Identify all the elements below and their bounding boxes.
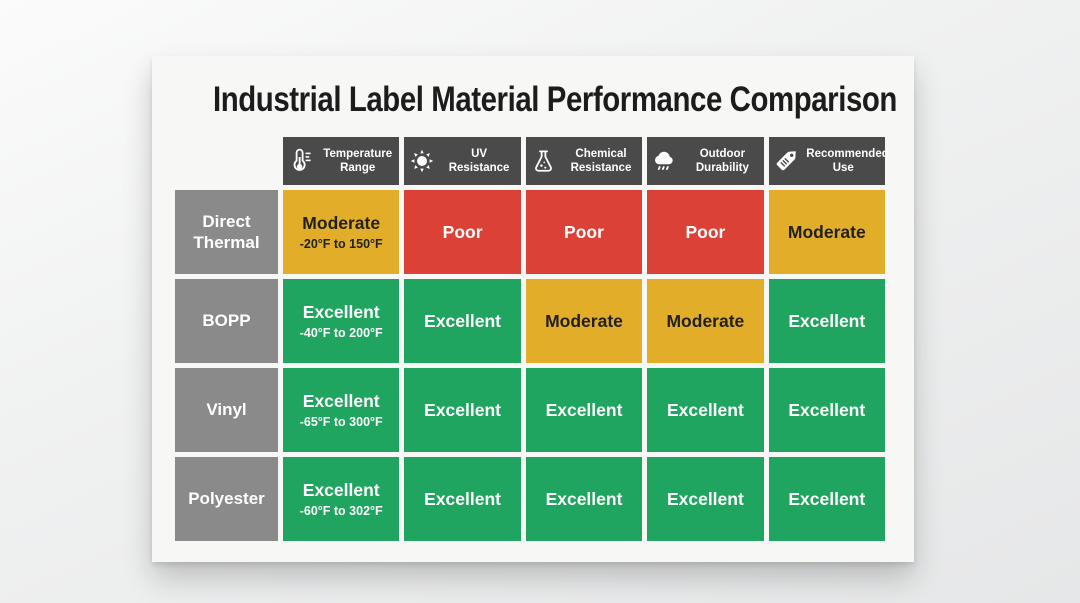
rating-value: Moderate <box>787 221 866 242</box>
thermometer-icon <box>293 148 311 171</box>
column-header-temperature-range: Temperature Range <box>283 137 400 185</box>
rating-value: Excellent <box>788 399 866 420</box>
rating-detail: -40°F to 200°F <box>299 326 383 340</box>
rating-value: Excellent <box>424 488 502 509</box>
column-header-label: Temperature Range <box>323 147 393 174</box>
rating-value: Excellent <box>545 399 623 420</box>
material-label-bopp: BOPP <box>175 279 278 363</box>
rating-value: Moderate <box>666 310 745 331</box>
rating-cell: Moderate <box>647 279 764 363</box>
rating-value: Poor <box>442 221 483 242</box>
flask-icon <box>535 149 552 172</box>
rating-value: Excellent <box>424 310 502 331</box>
rating-cell: Excellent -65°F to 300°F <box>283 368 400 452</box>
rating-cell: Excellent <box>525 457 643 541</box>
rating-value: Excellent <box>666 399 744 420</box>
rating-value: Moderate <box>302 213 381 233</box>
rating-cell: Moderate -20°F to 150°F <box>283 190 400 274</box>
rating-detail: -60°F to 302°F <box>299 504 383 518</box>
rating-value: Poor <box>685 221 726 242</box>
rating-value: Poor <box>564 221 604 242</box>
rating-cell: Excellent <box>768 368 885 452</box>
rating-value: Excellent <box>302 391 380 411</box>
rating-cell: Poor <box>525 190 643 274</box>
sun-icon <box>410 149 434 173</box>
material-label-polyester: Polyester <box>175 457 278 541</box>
rating-detail: -65°F to 300°F <box>299 415 383 429</box>
column-header-label: UV Resistance <box>448 147 510 174</box>
material-label-vinyl: Vinyl <box>175 368 278 452</box>
rating-cell: Excellent -60°F to 302°F <box>283 457 400 541</box>
column-header-outdoor-durability: Outdoor Durability <box>647 137 764 185</box>
rating-cell: Excellent <box>647 368 764 452</box>
rating-value: Excellent <box>424 399 502 420</box>
poster-card: Industrial Label Material Performance Co… <box>152 56 914 562</box>
rain-cloud-icon <box>655 151 674 170</box>
rating-cell: Excellent <box>647 457 764 541</box>
material-label-direct-thermal: Direct Thermal <box>175 190 278 274</box>
rating-cell: Poor <box>647 190 764 274</box>
rating-cell: Excellent <box>768 279 885 363</box>
rating-cell: Excellent <box>404 457 521 541</box>
rating-cell: Excellent <box>404 279 521 363</box>
page-title: Industrial Label Material Performance Co… <box>212 80 897 119</box>
tag-icon <box>777 151 797 171</box>
rating-cell: Moderate <box>525 279 643 363</box>
rating-value: Excellent <box>788 488 866 509</box>
column-header-uv-resistance: UV Resistance <box>404 137 521 185</box>
rating-value: Excellent <box>788 310 866 331</box>
rating-cell: Excellent <box>768 457 885 541</box>
rating-cell: Excellent -40°F to 200°F <box>283 279 400 363</box>
rating-value: Moderate <box>545 310 623 331</box>
column-header-label: Outdoor Durability <box>695 147 749 174</box>
rating-cell: Excellent <box>404 368 521 452</box>
rating-detail: -20°F to 150°F <box>299 237 383 251</box>
rating-value: Excellent <box>545 488 623 509</box>
rating-value: Excellent <box>302 302 380 322</box>
rating-cell: Excellent <box>525 368 643 452</box>
comparison-table: Temperature Range UV Resistance <box>175 137 889 541</box>
table-corner-spacer <box>175 137 278 185</box>
rating-value: Excellent <box>302 480 380 500</box>
rating-cell: Poor <box>404 190 521 274</box>
rating-cell: Moderate <box>768 190 885 274</box>
column-header-chemical-resistance: Chemical Resistance <box>525 137 643 185</box>
column-header-label: Chemical Resistance <box>570 147 632 174</box>
rating-value: Excellent <box>666 488 744 509</box>
column-header-recommended-use: Recommended Use <box>768 137 889 185</box>
column-header-label: Recommended Use <box>806 147 889 174</box>
